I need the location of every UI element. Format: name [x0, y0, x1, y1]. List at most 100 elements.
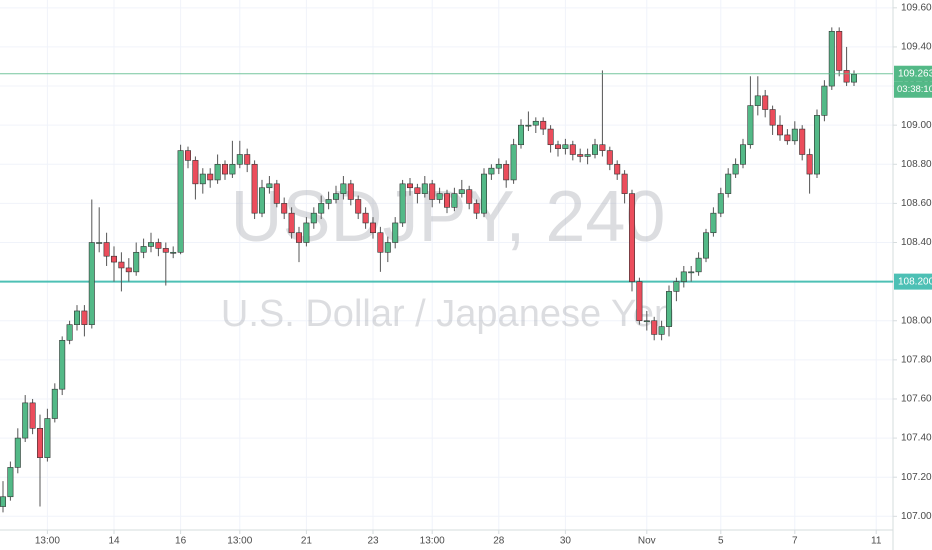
- candle-body: [606, 150, 613, 165]
- candle-body: [495, 163, 502, 169]
- candle-body: [473, 203, 480, 214]
- candle-body: [621, 173, 628, 194]
- candle-body: [222, 163, 229, 175]
- candle-body: [540, 120, 547, 130]
- y-tick-label: 108.800: [901, 159, 932, 170]
- candle-body: [303, 222, 310, 243]
- candle-body: [340, 183, 347, 194]
- candle-body: [443, 193, 450, 208]
- x-tick-label: 23: [367, 536, 379, 547]
- candle-body: [725, 173, 732, 194]
- candle-body: [281, 203, 288, 214]
- candle-body: [784, 134, 791, 142]
- candle-body: [318, 203, 325, 214]
- candle-body: [103, 242, 110, 257]
- candle-body: [332, 193, 339, 200]
- candle-body: [695, 257, 702, 273]
- candle-body: [133, 251, 140, 273]
- candle-body: [488, 167, 495, 175]
- candle-body: [747, 105, 754, 146]
- candle-body: [732, 163, 739, 175]
- candle-body: [355, 199, 362, 214]
- x-tick-label: 11: [871, 536, 882, 547]
- candle-body: [554, 144, 561, 149]
- candle-body: [791, 128, 798, 142]
- candle-body: [510, 144, 517, 181]
- candle-body: [651, 320, 658, 335]
- candle-body: [362, 212, 369, 224]
- candle-body: [199, 173, 206, 185]
- price-label-box: [894, 65, 932, 82]
- candle-body: [821, 85, 828, 116]
- y-tick-label: 108.600: [901, 198, 932, 209]
- x-tick-label: 13:00: [420, 536, 445, 547]
- x-tick-label: 16: [175, 536, 187, 547]
- candle-body: [22, 402, 29, 439]
- candle-body: [192, 160, 199, 185]
- candle-body: [111, 255, 118, 263]
- candle-body: [806, 154, 813, 175]
- candle-body: [769, 109, 776, 126]
- candle-body: [562, 144, 569, 149]
- candle-body: [776, 124, 783, 136]
- candle-body: [739, 144, 746, 165]
- y-tick-label: 108.400: [901, 237, 932, 248]
- x-tick-label: 30: [560, 536, 572, 547]
- candle-body: [399, 183, 406, 224]
- countdown-label: 03:38:10: [897, 84, 932, 95]
- y-tick-label: 108.000: [901, 315, 932, 326]
- candle-body: [680, 271, 687, 282]
- watermark-description: U.S. Dollar / Japanese Yen: [221, 293, 675, 335]
- candle-body: [843, 70, 850, 83]
- candle-body: [177, 150, 184, 253]
- candle-body: [384, 242, 391, 253]
- candle-body: [480, 173, 487, 214]
- x-tick-label: 5: [718, 536, 724, 547]
- candle-body: [81, 310, 88, 325]
- candle-body: [273, 183, 280, 204]
- candle-body: [762, 95, 769, 110]
- candle-body: [377, 232, 384, 253]
- candle-body: [140, 246, 147, 253]
- candle-body: [850, 74, 857, 83]
- y-tick-label: 107.200: [901, 472, 932, 483]
- candle-body: [148, 242, 155, 247]
- candle-body: [406, 183, 413, 189]
- x-tick-label: 7: [792, 536, 798, 547]
- candle-body: [813, 115, 820, 175]
- watermark-symbol: USDJPY, 240: [231, 177, 666, 257]
- candle-body: [710, 212, 717, 234]
- x-tick-label: 14: [108, 536, 120, 547]
- candle-body: [51, 388, 58, 419]
- y-tick-label: 107.800: [901, 354, 932, 365]
- candle-body: [125, 267, 132, 273]
- candle-body: [517, 124, 524, 146]
- y-tick-label: 109.400: [901, 42, 932, 53]
- candle-body: [569, 144, 576, 155]
- candle-body: [688, 271, 695, 274]
- candle-body: [429, 183, 436, 200]
- candle-body: [414, 187, 421, 194]
- candle-body: [799, 128, 806, 155]
- candle-body: [266, 183, 273, 189]
- candle-body: [836, 30, 843, 71]
- candle-body: [466, 189, 473, 204]
- candle-body: [614, 163, 621, 175]
- candle-body: [310, 212, 317, 224]
- hline-label-box: [894, 273, 932, 290]
- candle-body: [118, 261, 125, 269]
- candle-body: [754, 95, 761, 106]
- candle-body: [599, 144, 606, 151]
- candle-body: [717, 193, 724, 214]
- candle-body: [251, 163, 258, 214]
- y-tick-label: 109.600: [901, 2, 932, 13]
- candle-body: [207, 173, 214, 181]
- candle-body: [421, 183, 428, 194]
- candle-body: [66, 324, 73, 341]
- candle-body: [347, 183, 354, 200]
- candle-body: [458, 189, 465, 194]
- candle-body: [288, 212, 295, 234]
- x-tick-label: 21: [301, 536, 313, 547]
